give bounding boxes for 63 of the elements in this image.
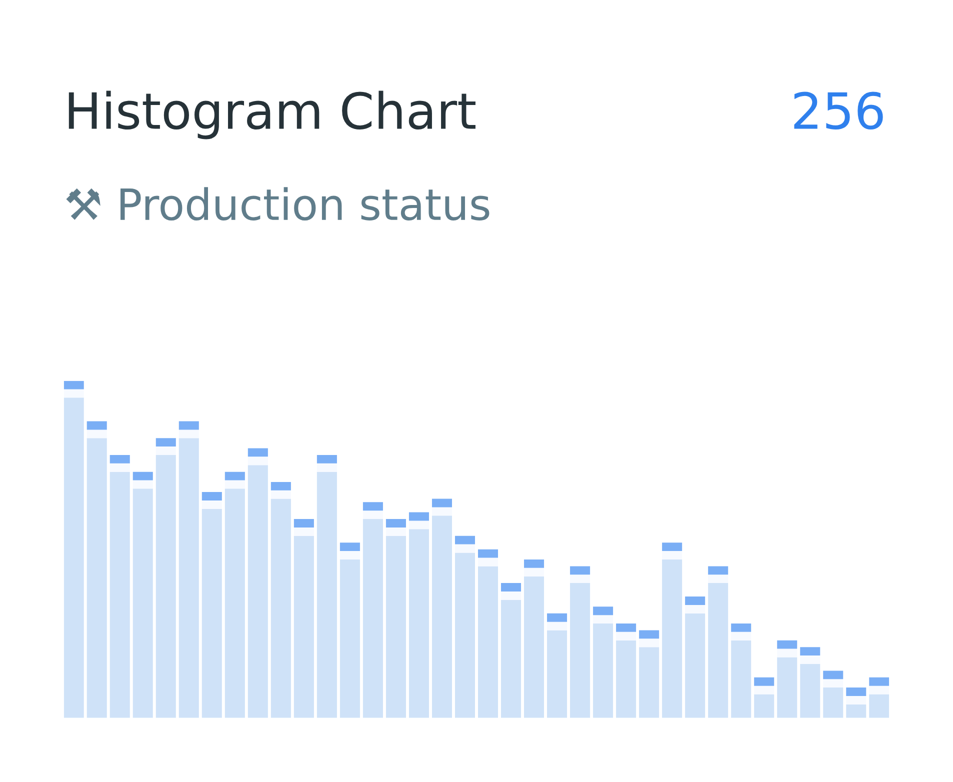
bar — [454, 552, 476, 718]
bar — [340, 551, 360, 560]
bar — [294, 519, 314, 528]
bar — [869, 677, 890, 686]
bar — [270, 498, 291, 718]
bar — [547, 630, 568, 718]
bar — [110, 472, 130, 718]
bar — [340, 542, 360, 552]
bar — [386, 536, 406, 718]
bar — [846, 704, 866, 718]
bar — [777, 648, 798, 658]
bar — [132, 472, 153, 480]
bar — [754, 677, 774, 686]
bar — [340, 559, 360, 718]
bar — [110, 454, 130, 464]
bar — [86, 438, 107, 718]
chart-title: Histogram Chart — [68, 90, 476, 140]
text: 256 — [794, 92, 883, 130]
bar — [454, 544, 476, 553]
bar — [685, 613, 706, 718]
bar — [639, 647, 660, 718]
bar — [616, 632, 636, 640]
bar — [294, 536, 314, 718]
bar — [777, 640, 798, 649]
bar — [408, 520, 429, 530]
bar — [408, 529, 429, 718]
bar — [869, 694, 890, 718]
bar — [639, 638, 660, 648]
bar — [270, 482, 291, 490]
bar — [501, 591, 522, 600]
bar — [386, 527, 406, 536]
bar — [294, 527, 314, 536]
bar — [132, 488, 153, 718]
bar — [754, 694, 774, 718]
bar — [547, 622, 568, 630]
bar — [869, 686, 890, 694]
bar — [478, 558, 498, 566]
bar — [639, 630, 660, 639]
bar — [86, 430, 107, 438]
bar — [501, 583, 522, 592]
bar — [110, 463, 130, 472]
bar — [685, 604, 706, 614]
bar — [685, 596, 706, 605]
bar — [202, 500, 222, 509]
bar — [270, 490, 291, 499]
bar — [478, 549, 498, 558]
bar — [202, 492, 222, 500]
chart-subtitle: ⚒ Production status — [66, 187, 490, 220]
bar — [408, 512, 429, 521]
bar — [547, 613, 568, 622]
bar — [846, 688, 866, 696]
bar — [846, 696, 866, 704]
bar — [501, 600, 522, 718]
bar — [616, 640, 636, 718]
bar — [777, 657, 798, 718]
bar — [478, 566, 498, 718]
bar — [132, 480, 153, 489]
bar — [86, 421, 107, 430]
bar — [202, 508, 222, 718]
bar — [754, 686, 774, 694]
bar — [386, 519, 406, 528]
bar — [454, 536, 476, 544]
bar — [616, 624, 636, 632]
